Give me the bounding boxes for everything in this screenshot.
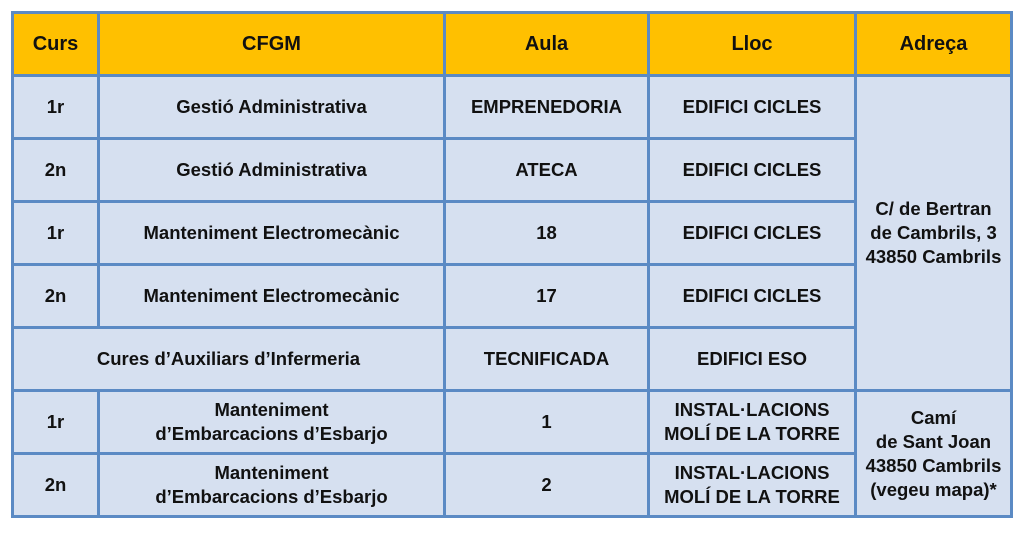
header-aula: Aula <box>443 11 650 77</box>
cell-cfgm: Manteniment Electromecànic <box>97 200 446 266</box>
address-line: de Sant Joan <box>875 430 992 452</box>
cfgm-line: d’Embarcacions d’Esbarjo <box>155 423 388 444</box>
cfgm-line: Manteniment <box>214 399 329 420</box>
table-row: 1r Manteniment d’Embarcacions d’Esbarjo … <box>11 389 1013 518</box>
cell-curs: 1r <box>11 389 100 455</box>
lloc-line: INSTAL·LACIONS <box>674 399 830 420</box>
cell-cfgm: Gestió Administrativa <box>97 74 446 140</box>
cell-lloc: INSTAL·LACIONS MOLÍ DE LA TORRE <box>647 452 857 518</box>
cell-aula: 18 <box>443 200 650 266</box>
table-row: 1r Manteniment Electromecànic 18 EDIFICI… <box>11 200 1012 266</box>
header-adreca: Adreça <box>854 11 1013 77</box>
cell-cfgm: Cures d’Auxiliars d’Infermeria <box>11 326 446 392</box>
table-row: Cures d’Auxiliars d’Infermeria TECNIFICA… <box>11 326 1012 392</box>
address-line: C/ de Bertran <box>875 198 992 219</box>
cell-curs: 1r <box>11 74 100 140</box>
header-cfgm: CFGM <box>97 11 446 77</box>
cell-lloc: EDIFICI CICLES <box>647 74 857 140</box>
cell-aula: 17 <box>443 263 650 329</box>
lloc-line: INSTAL·LACIONS <box>674 462 830 483</box>
address-line: Camí <box>910 406 957 428</box>
cell-cfgm: Manteniment d’Embarcacions d’Esbarjo <box>97 452 446 518</box>
header-row: Curs CFGM Aula Lloc Adreça <box>11 11 1013 77</box>
table-row: 2n Manteniment d’Embarcacions d’Esbarjo … <box>11 452 1012 518</box>
lloc-line: MOLÍ DE LA TORRE <box>664 423 840 444</box>
cfgm-line: d’Embarcacions d’Esbarjo <box>155 486 388 507</box>
cell-aula: 2 <box>443 452 650 518</box>
address-line: (vegeu mapa)* <box>870 478 997 500</box>
cell-adreca-2: Camí de Sant Joan 43850 Cambrils (vegeu … <box>854 389 1013 518</box>
cell-aula: TECNIFICADA <box>443 326 650 392</box>
cell-curs: 1r <box>11 200 100 266</box>
cell-aula: EMPRENEDORIA <box>443 74 650 140</box>
table-row: 1r Gestió Administrativa EMPRENEDORIA ED… <box>11 74 1013 392</box>
cell-lloc: EDIFICI CICLES <box>647 263 857 329</box>
cell-cfgm: Manteniment d’Embarcacions d’Esbarjo <box>97 389 446 455</box>
cell-aula: 1 <box>443 389 650 455</box>
cell-curs: 2n <box>11 452 100 518</box>
header-lloc: Lloc <box>647 11 857 77</box>
lloc-line: MOLÍ DE LA TORRE <box>664 486 840 507</box>
address-line: 43850 Cambrils <box>865 454 1002 476</box>
cell-lloc: EDIFICI CICLES <box>647 137 857 203</box>
address-line: de Cambrils, 3 <box>870 222 997 243</box>
cell-adreca-1: C/ de Bertran de Cambrils, 3 43850 Cambr… <box>854 74 1013 392</box>
cell-lloc: EDIFICI CICLES <box>647 200 857 266</box>
header-curs: Curs <box>11 11 100 77</box>
cfgm-line: Manteniment <box>214 462 329 483</box>
cell-cfgm: Manteniment Electromecànic <box>97 263 446 329</box>
table-row: 2n Gestió Administrativa ATECA EDIFICI C… <box>11 137 1012 203</box>
cell-curs: 2n <box>11 137 100 203</box>
cell-curs: 2n <box>11 263 100 329</box>
address-line: 43850 Cambrils <box>865 246 1002 267</box>
cell-lloc: EDIFICI ESO <box>647 326 857 392</box>
cell-lloc: INSTAL·LACIONS MOLÍ DE LA TORRE <box>647 389 857 455</box>
table-row: 2n Manteniment Electromecànic 17 EDIFICI… <box>11 263 1012 329</box>
schedule-table: Curs CFGM Aula Lloc Adreça 1r Gestió Adm… <box>11 11 1013 518</box>
cell-cfgm: Gestió Administrativa <box>97 137 446 203</box>
cell-aula: ATECA <box>443 137 650 203</box>
